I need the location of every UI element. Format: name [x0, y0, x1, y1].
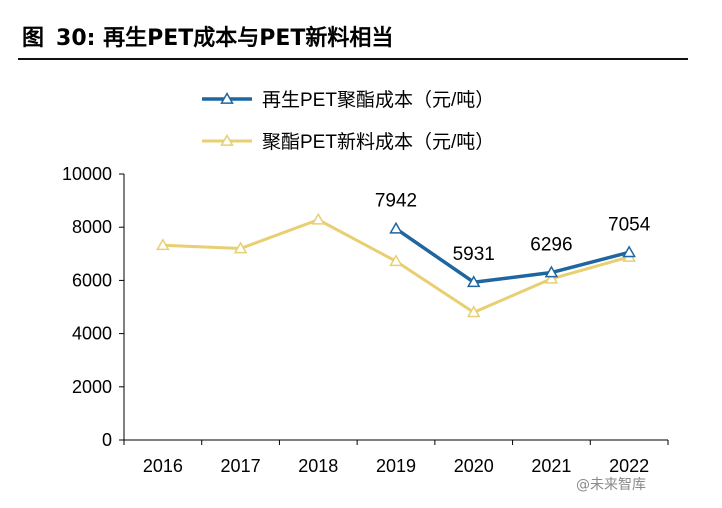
data-point-1: [544, 271, 559, 284]
x-tick-label: 2021: [531, 456, 571, 476]
data-label: 6296: [530, 235, 572, 256]
series-line-0: [395, 227, 630, 284]
data-label: 7054: [608, 214, 651, 235]
data-point-1: [233, 241, 248, 254]
x-tick-label: 2017: [221, 456, 261, 476]
data-point-1: [466, 305, 481, 318]
y-tick-label: 6000: [72, 270, 112, 290]
data-point-0: [389, 221, 403, 234]
legend-label-0: 再生PET聚酯成本（元/吨）: [262, 89, 494, 111]
x-tick-label: 2022: [609, 456, 649, 476]
figure-title-text: 再生PET成本与PET新料相当: [103, 26, 394, 51]
data-label: 7942: [375, 191, 417, 212]
data-point-0: [544, 265, 559, 278]
watermark: @未来智库: [576, 477, 646, 493]
data-point-0: [622, 245, 636, 258]
data-label: 5931: [453, 244, 495, 265]
figure-title: 图 30: 再生PET成本与PET新料相当: [22, 20, 393, 52]
y-tick-label: 8000: [72, 217, 112, 237]
x-tick-label: 2019: [376, 456, 416, 476]
y-tick-label: 0: [102, 430, 112, 450]
title-rule: [18, 58, 688, 60]
data-point-1: [156, 238, 170, 251]
data-point-1: [389, 254, 403, 267]
legend-marker-1: [220, 133, 234, 146]
x-tick-label: 2016: [143, 456, 183, 476]
x-tick-label: 2020: [454, 456, 494, 476]
data-point-0: [466, 275, 481, 288]
x-tick-label: 2018: [298, 456, 338, 476]
figure-label: 图: [22, 26, 45, 51]
legend-label-1: 聚酯PET新料成本（元/吨）: [262, 131, 494, 153]
y-tick-label: 4000: [72, 324, 112, 344]
data-point-1: [311, 212, 326, 225]
figure-number: 30:: [56, 26, 96, 51]
y-tick-label: 2000: [72, 377, 112, 397]
legend-marker-0: [220, 91, 234, 104]
y-tick-label: 10000: [62, 164, 112, 184]
